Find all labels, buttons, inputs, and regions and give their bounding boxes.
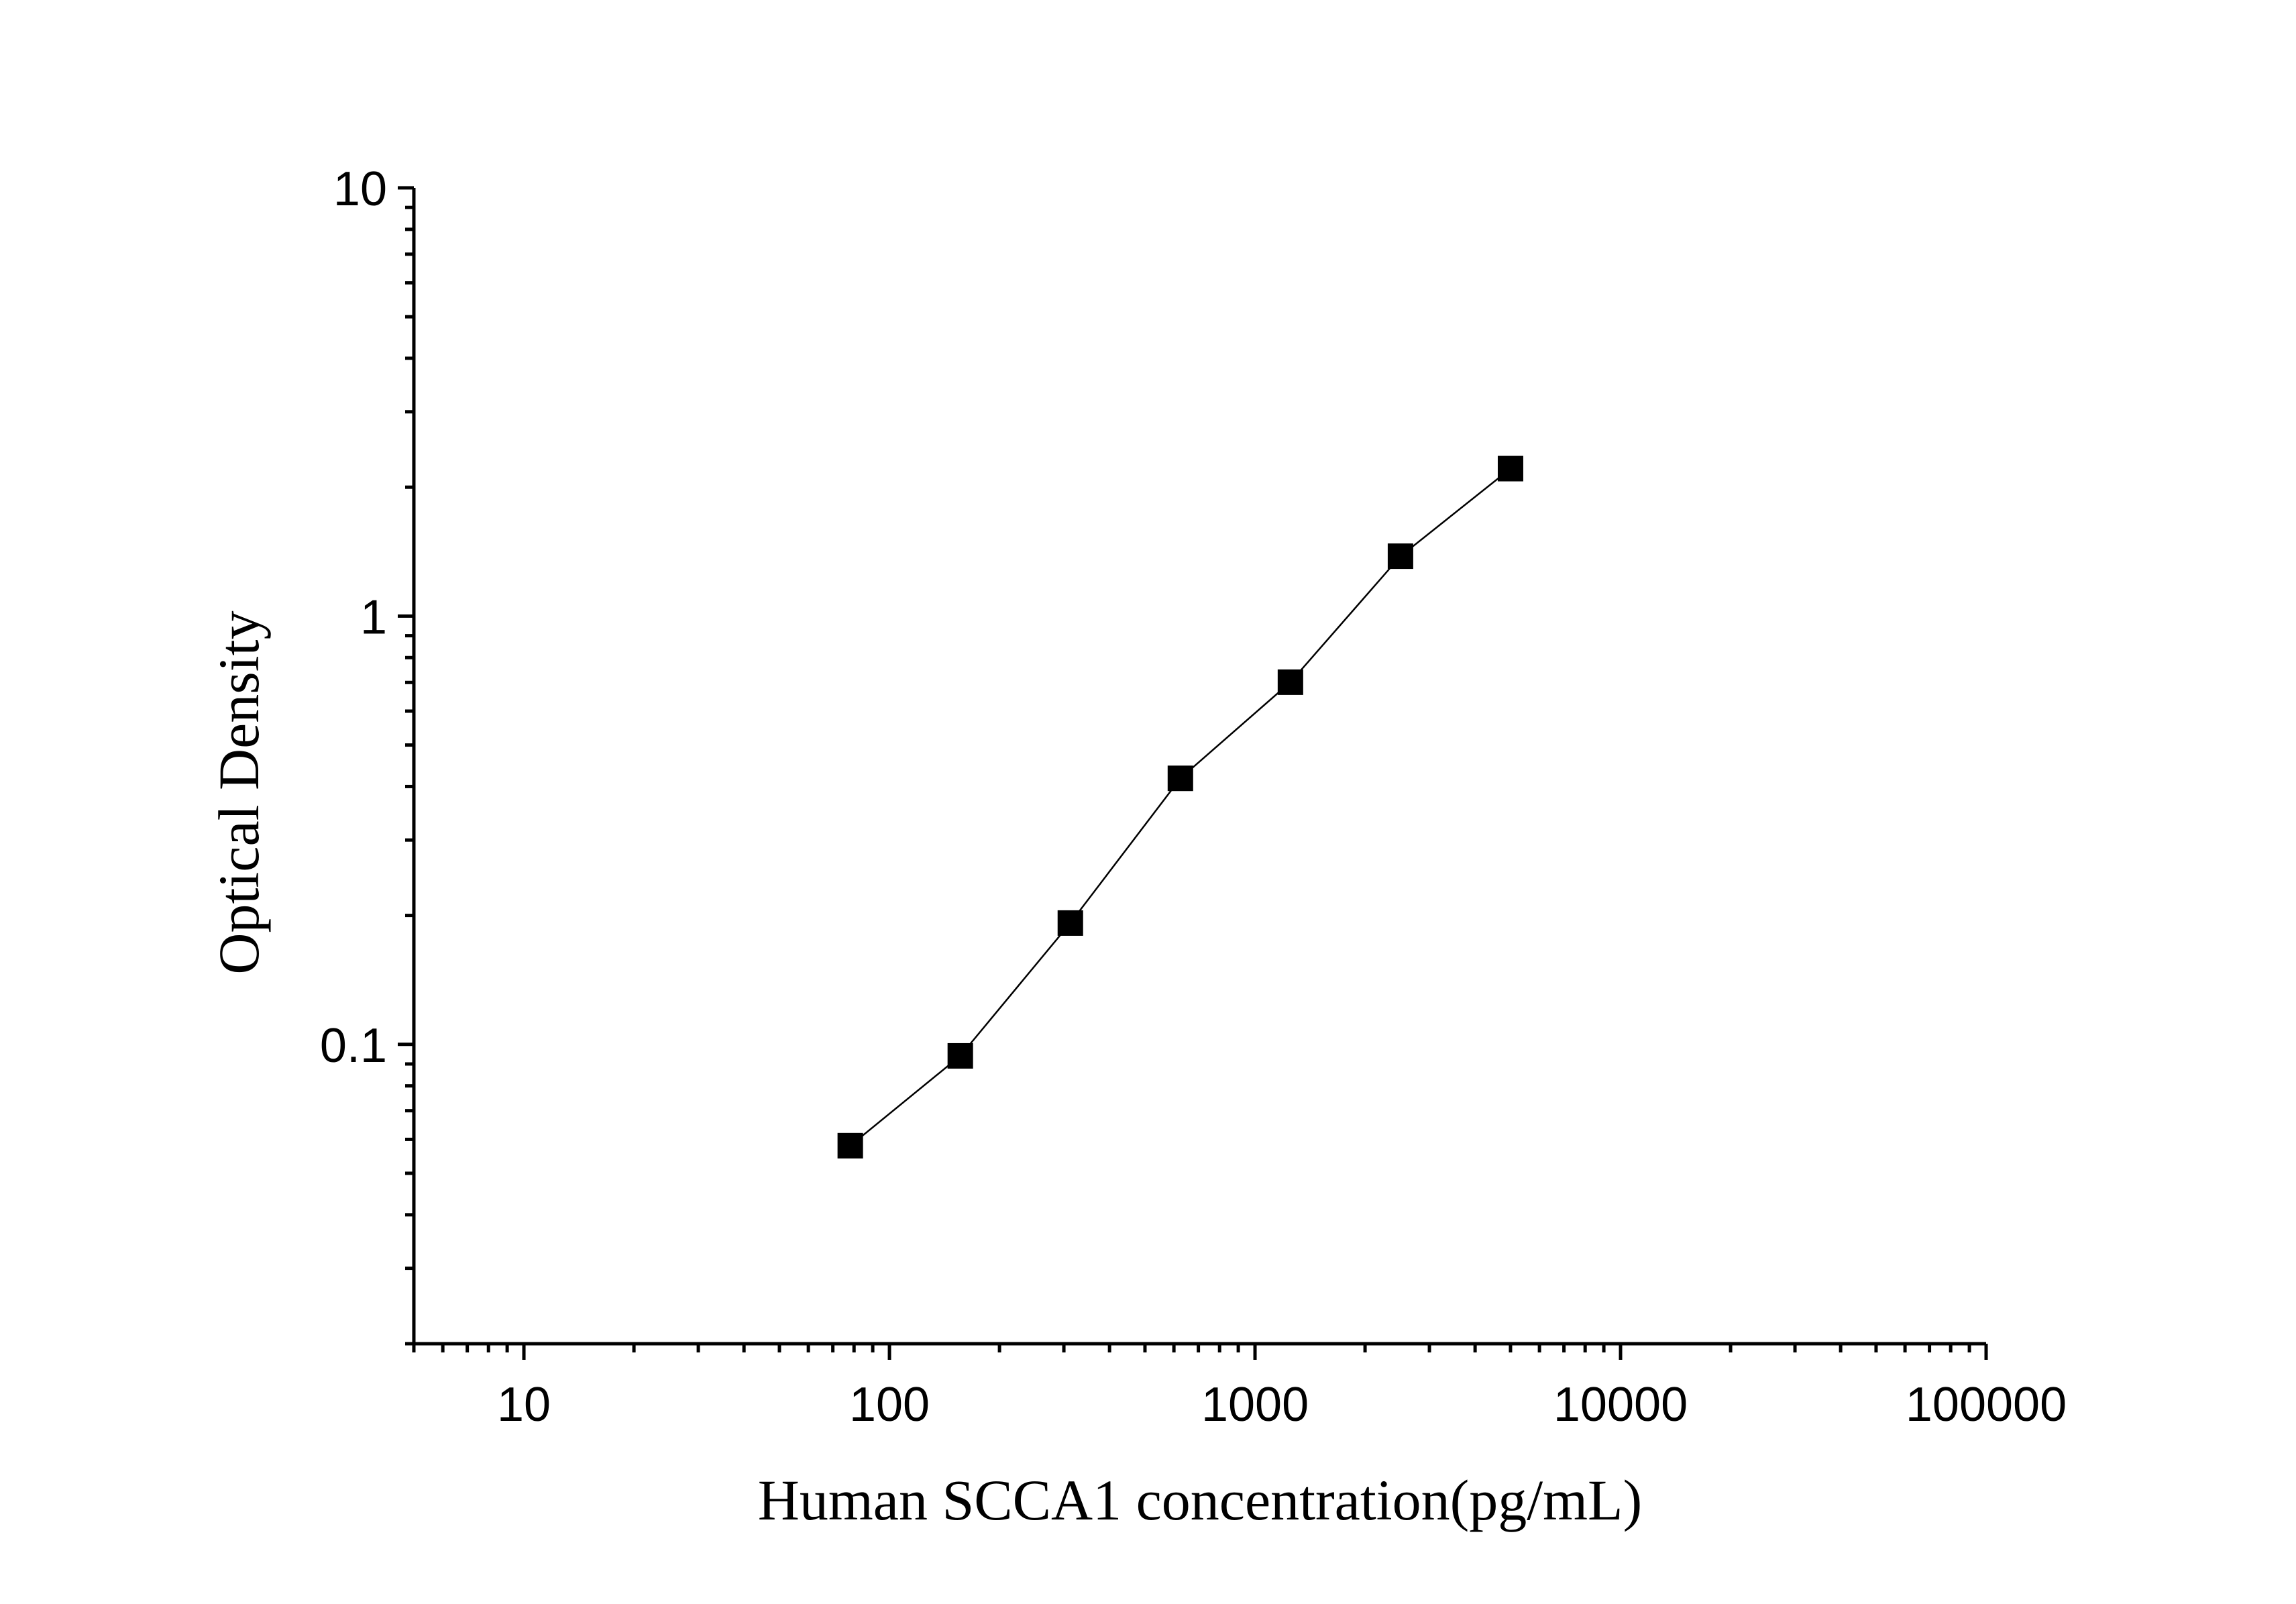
x-tick-label: 100000	[1906, 1378, 2067, 1432]
data-point	[1167, 765, 1193, 792]
axes: 10 100 1000 10000 100000 0.1 1 10	[320, 162, 2067, 1432]
data-point	[837, 1132, 863, 1159]
x-tick-label: 100	[849, 1378, 930, 1432]
x-tick-label: 10000	[1553, 1378, 1688, 1432]
y-tick-label: 10	[333, 162, 387, 216]
x-tick-label: 1000	[1201, 1378, 1309, 1432]
y-tick-label: 0.1	[320, 1019, 387, 1073]
series	[837, 456, 1523, 1159]
data-point	[1277, 669, 1303, 695]
y-axis-title: Optical Density	[207, 610, 271, 974]
data-point	[1387, 543, 1413, 570]
data-point	[947, 1042, 973, 1069]
data-point	[1057, 910, 1083, 936]
data-point	[1497, 456, 1523, 482]
y-tick-label: 1	[360, 590, 387, 644]
x-axis-title: Human SCCA1 concentration(pg/mL)	[758, 1468, 1642, 1532]
x-tick-label: 10	[497, 1378, 551, 1432]
